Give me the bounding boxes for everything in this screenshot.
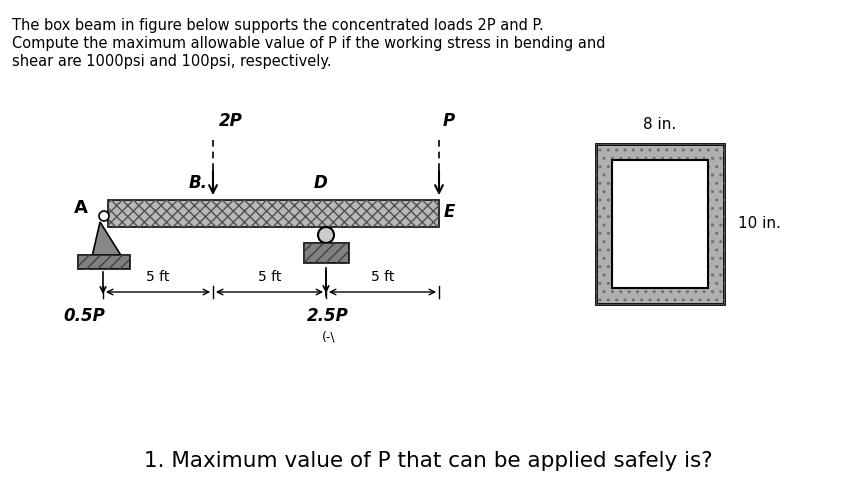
Text: 8 in.: 8 in. [644, 117, 676, 132]
Text: The box beam in figure below supports the concentrated loads 2P and P.: The box beam in figure below supports th… [12, 18, 544, 33]
Polygon shape [92, 222, 122, 257]
Text: 5 ft: 5 ft [146, 270, 169, 284]
Text: 5 ft: 5 ft [371, 270, 394, 284]
Text: B.: B. [189, 174, 208, 192]
Text: 2.5P: 2.5P [307, 307, 349, 325]
Bar [596, 144, 724, 304]
Text: P: P [443, 112, 455, 130]
Text: (-\: (-\ [322, 330, 336, 343]
Bar [304, 243, 349, 263]
Text: 0.5P: 0.5P [63, 307, 105, 325]
Circle shape [99, 211, 109, 221]
Text: 10 in.: 10 in. [738, 216, 781, 231]
Bar [108, 200, 439, 227]
Bar [108, 200, 439, 227]
Text: 8 in.: 8 in. [617, 216, 651, 231]
Bar [78, 255, 130, 269]
Text: 6 in.: 6 in. [644, 237, 677, 251]
Bar [612, 160, 708, 288]
Text: Compute the maximum allowable value of P if the working stress in bending and: Compute the maximum allowable value of P… [12, 36, 605, 51]
Text: 2P: 2P [219, 112, 243, 130]
Text: 5 ft: 5 ft [258, 270, 281, 284]
Text: E: E [444, 203, 455, 221]
Text: 1. Maximum value of P that can be applied safely is?: 1. Maximum value of P that can be applie… [144, 451, 712, 471]
Text: D: D [314, 174, 328, 192]
Circle shape [318, 227, 334, 243]
Bar [596, 144, 724, 304]
Bar [78, 255, 130, 269]
Text: A: A [74, 199, 88, 217]
Text: shear are 1000psi and 100psi, respectively.: shear are 1000psi and 100psi, respective… [12, 54, 331, 69]
Bar [304, 243, 349, 263]
